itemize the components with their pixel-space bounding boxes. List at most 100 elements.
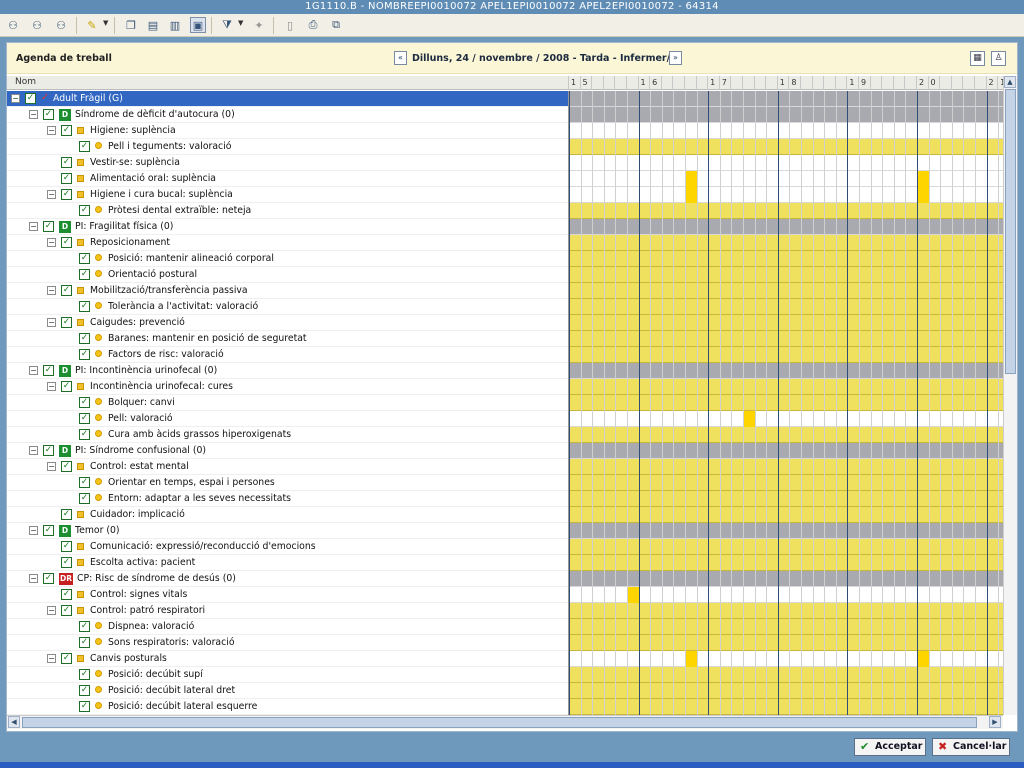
checkbox[interactable]: ✓ bbox=[79, 253, 90, 264]
tree-row[interactable]: ✓ Escolta activa: pacient bbox=[7, 555, 568, 571]
tree-row[interactable]: ✓ Orientació postural bbox=[7, 267, 568, 283]
checkbox[interactable]: ✓ bbox=[43, 445, 54, 456]
tree-row[interactable]: − ✓ DR CP: Risc de síndrome de desús (0) bbox=[7, 571, 568, 587]
scroll-left-icon[interactable]: ◀ bbox=[8, 716, 20, 728]
scheduled-task-cell[interactable] bbox=[628, 587, 639, 603]
tree-row[interactable]: − ✓ D PI: Síndrome confusional (0) bbox=[7, 443, 568, 459]
cancel-button[interactable]: ✖ Cancel·lar bbox=[932, 738, 1010, 756]
collapse-icon[interactable]: − bbox=[47, 190, 56, 199]
collapse-icon[interactable]: − bbox=[47, 318, 56, 327]
collapse-icon[interactable]: − bbox=[47, 286, 56, 295]
checkbox[interactable]: ✓ bbox=[61, 381, 72, 392]
column-nom[interactable]: Nom bbox=[15, 77, 37, 87]
tree-row[interactable]: ✓ Posició: decúbit lateral esquerre bbox=[7, 699, 568, 715]
collapse-icon[interactable]: − bbox=[47, 382, 56, 391]
paste-icon[interactable]: ▤ bbox=[147, 18, 159, 32]
checkbox[interactable]: ✓ bbox=[79, 685, 90, 696]
vertical-scroll-thumb[interactable] bbox=[1005, 89, 1016, 374]
tree-row[interactable]: ✓ Posició: mantenir alineació corporal bbox=[7, 251, 568, 267]
tree-row[interactable]: ✓ Posició: decúbit supí bbox=[7, 667, 568, 683]
checkbox[interactable]: ✓ bbox=[79, 333, 90, 344]
checkbox[interactable]: ✓ bbox=[61, 173, 72, 184]
collapse-icon[interactable]: − bbox=[47, 126, 56, 135]
checkbox[interactable]: ✓ bbox=[79, 701, 90, 712]
next-day-button[interactable]: » bbox=[669, 51, 682, 65]
tree-row[interactable]: − ✓ Caigudes: prevenció bbox=[7, 315, 568, 331]
checkbox[interactable]: ✓ bbox=[79, 301, 90, 312]
checkbox[interactable]: ✓ bbox=[79, 493, 90, 504]
checkbox[interactable]: ✓ bbox=[79, 621, 90, 632]
vertical-scrollbar[interactable]: ▲ bbox=[1003, 76, 1017, 715]
checkbox[interactable]: ✓ bbox=[79, 205, 90, 216]
scheduled-task-cell[interactable] bbox=[686, 651, 697, 667]
checkbox[interactable]: ✓ bbox=[43, 525, 54, 536]
collapse-icon[interactable]: − bbox=[29, 526, 38, 535]
collapse-icon[interactable]: − bbox=[47, 238, 56, 247]
checkbox[interactable]: ✓ bbox=[79, 637, 90, 648]
user-tree-add-icon[interactable]: ⚇ bbox=[32, 18, 42, 32]
tree-row[interactable]: ✓ Dispnea: valoració bbox=[7, 619, 568, 635]
checkbox[interactable]: ✓ bbox=[61, 557, 72, 568]
checkbox[interactable]: ✓ bbox=[79, 141, 90, 152]
collapse-icon[interactable]: − bbox=[47, 462, 56, 471]
export-icon[interactable]: ⧉ bbox=[332, 18, 340, 31]
scroll-up-icon[interactable]: ▲ bbox=[1004, 76, 1016, 88]
scheduled-task-cell[interactable] bbox=[744, 411, 755, 427]
tree-row[interactable]: ✓ Baranes: mantenir en posició de seguret… bbox=[7, 331, 568, 347]
calendar-grid-icon[interactable]: ▦ bbox=[970, 51, 985, 66]
collapse-icon[interactable]: − bbox=[47, 654, 56, 663]
view-icon[interactable]: ▣ bbox=[190, 17, 206, 33]
pin-icon[interactable]: ✦ bbox=[254, 18, 264, 32]
accept-button[interactable]: ✔ Acceptar bbox=[854, 738, 926, 756]
checkbox[interactable]: ✓ bbox=[79, 349, 90, 360]
tree-row[interactable]: ✓ Control: signes vitals bbox=[7, 587, 568, 603]
scroll-right-icon[interactable]: ▶ bbox=[989, 716, 1001, 728]
tree-row[interactable]: − ✓ Higiene: suplència bbox=[7, 123, 568, 139]
tree-row[interactable]: ✓ Posició: decúbit lateral dret bbox=[7, 683, 568, 699]
checkbox[interactable]: ✓ bbox=[79, 477, 90, 488]
checkbox[interactable]: ✓ bbox=[61, 461, 72, 472]
book-icon[interactable]: ▥ bbox=[169, 18, 181, 32]
tree-row[interactable]: ✓ Factors de risc: valoració bbox=[7, 347, 568, 363]
checkbox[interactable]: ✓ bbox=[61, 125, 72, 136]
checkbox[interactable]: ✓ bbox=[61, 317, 72, 328]
checkbox[interactable]: ✓ bbox=[61, 509, 72, 520]
pencil-icon[interactable]: ✎ bbox=[87, 18, 97, 32]
tree-row[interactable]: ✓ Pròtesi dental extraïble: neteja bbox=[7, 203, 568, 219]
collapse-icon[interactable]: − bbox=[29, 222, 38, 231]
tree-row[interactable]: ✓ Cuidador: implicació bbox=[7, 507, 568, 523]
checkbox[interactable]: ✓ bbox=[61, 189, 72, 200]
tree-row[interactable]: − ✓ Control: patró respiratori bbox=[7, 603, 568, 619]
tree-row[interactable]: − ✓ Mobilització/transferència passiva bbox=[7, 283, 568, 299]
checkbox[interactable]: ✓ bbox=[61, 237, 72, 248]
scheduled-task-cell[interactable] bbox=[918, 187, 929, 203]
tree-row[interactable]: ✓ Sons respiratoris: valoració bbox=[7, 635, 568, 651]
checkbox[interactable]: ✓ bbox=[43, 365, 54, 376]
horizontal-scrollbar[interactable]: ◀ ▶ bbox=[7, 715, 1003, 729]
user-tree-remove-icon[interactable]: ⚇ bbox=[56, 18, 66, 32]
tree-row[interactable]: − ✓ Higiene i cura bucal: suplència bbox=[7, 187, 568, 203]
collapse-icon[interactable]: − bbox=[29, 574, 38, 583]
checkbox[interactable]: ✓ bbox=[61, 541, 72, 552]
checkbox[interactable]: ✓ bbox=[61, 157, 72, 168]
checkbox[interactable]: ✓ bbox=[79, 269, 90, 280]
collapse-icon[interactable]: − bbox=[29, 446, 38, 455]
scheduled-task-cell[interactable] bbox=[918, 651, 929, 667]
checkbox[interactable]: ✓ bbox=[61, 589, 72, 600]
checkbox[interactable]: ✓ bbox=[79, 413, 90, 424]
collapse-icon[interactable]: − bbox=[47, 606, 56, 615]
tree-row[interactable]: ✓ Alimentació oral: suplència bbox=[7, 171, 568, 187]
scheduled-task-cell[interactable] bbox=[686, 187, 697, 203]
checkbox[interactable]: ✓ bbox=[25, 93, 36, 104]
tree-row[interactable]: ✓ Pell: valoració bbox=[7, 411, 568, 427]
checkbox[interactable]: ✓ bbox=[79, 397, 90, 408]
checkbox[interactable]: ✓ bbox=[79, 669, 90, 680]
print-icon[interactable]: ⎙ bbox=[308, 18, 318, 31]
checkbox[interactable]: ✓ bbox=[61, 285, 72, 296]
prev-day-button[interactable]: « bbox=[394, 51, 407, 65]
checkbox[interactable]: ✓ bbox=[43, 109, 54, 120]
tree-row[interactable]: − ✓ D PI: Incontinència urinofecal (0) bbox=[7, 363, 568, 379]
tree-row[interactable]: − ✓ D Síndrome de dèficit d'autocura (0) bbox=[7, 107, 568, 123]
chevron-down-icon[interactable]: ▼ bbox=[238, 19, 244, 27]
document-icon[interactable]: ▯ bbox=[286, 18, 294, 32]
